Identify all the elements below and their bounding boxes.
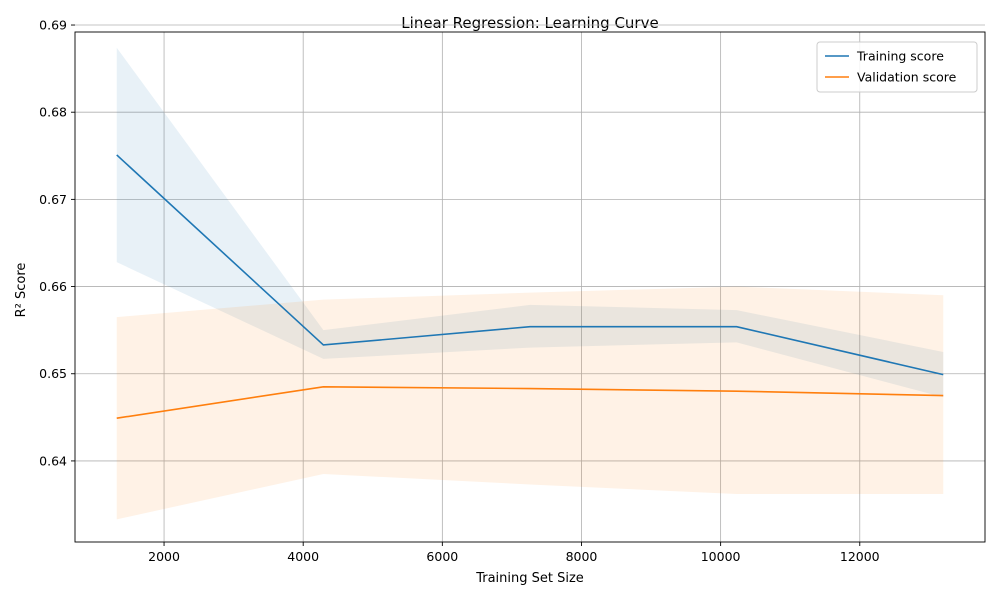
confidence-band-1: [116, 286, 944, 520]
plot-area: 2000 4000 6000 8000 10000 12000 0.64 0.65 0.66 0.…: [39, 18, 986, 564]
x-tick-label: 12000: [840, 549, 880, 564]
series-line-1: [116, 386, 944, 419]
x-tick-label: 10000: [701, 549, 741, 564]
x-tick-label: 2000: [148, 549, 180, 564]
legend-label-0: Training score: [856, 49, 944, 64]
x-axis-label: Training Set Size: [475, 571, 584, 586]
y-tick-label: 0.67: [39, 192, 67, 207]
y-tick-label: 0.68: [39, 105, 67, 120]
chart-title: Linear Regression: Learning Curve: [401, 14, 658, 32]
legend-box: [816, 41, 978, 93]
y-axis-label: R² Score: [14, 263, 29, 318]
legend-label-1: Validation score: [857, 70, 957, 85]
series-line-0: [116, 154, 944, 376]
y-tick-label: 0.69: [39, 18, 67, 33]
y-tick-label: 0.66: [39, 279, 67, 294]
x-tick-label: 8000: [566, 549, 598, 564]
y-tick-label: 0.64: [39, 453, 67, 468]
x-tick-label: 4000: [287, 549, 319, 564]
legend: Training score Validation score: [816, 41, 978, 93]
y-tick-label: 0.65: [39, 366, 67, 381]
x-tick-label: 6000: [426, 549, 458, 564]
